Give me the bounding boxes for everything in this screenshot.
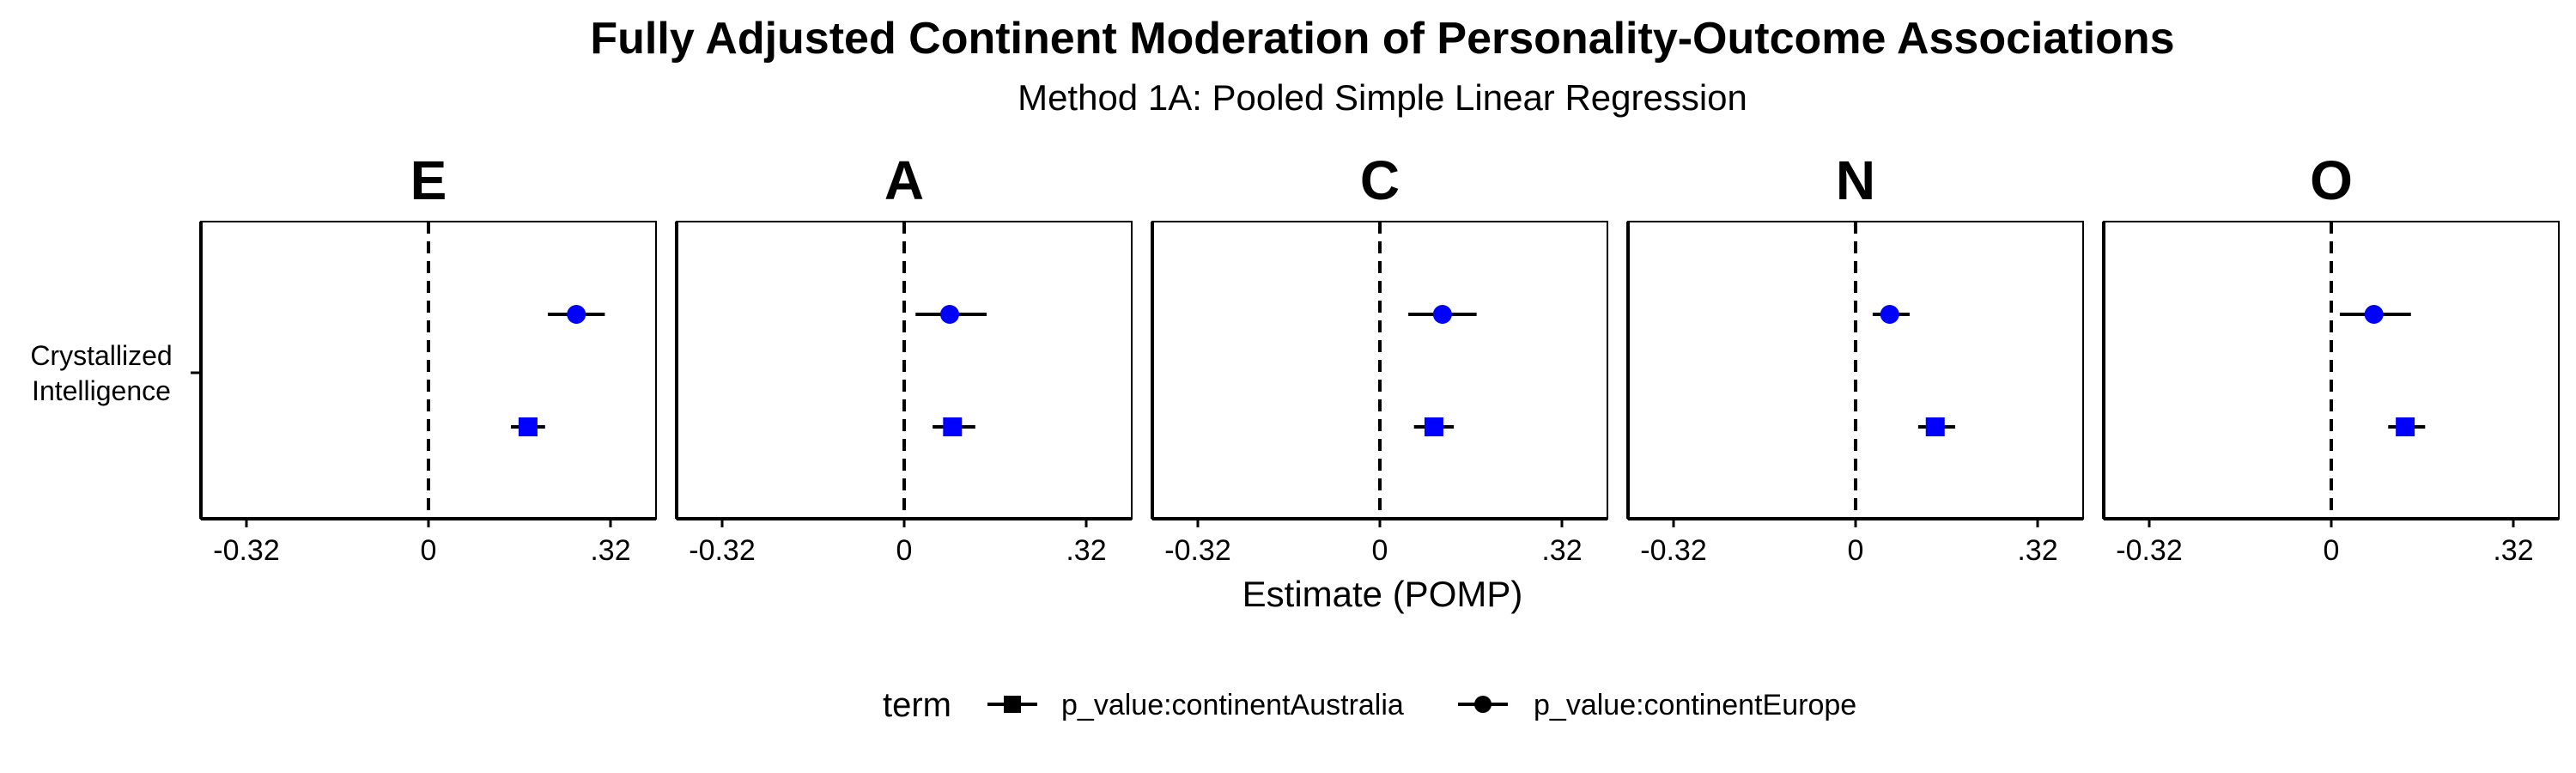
legend-key-square-icon [1004,696,1021,713]
point-australia-e [518,417,538,436]
point-australia-a [943,417,963,436]
y-category-label-line2: Intelligence [32,375,171,406]
x-tick-label-n-0: -0.32 [1640,534,1707,567]
point-europe-a [940,305,959,324]
x-tick-label-e-0: -0.32 [213,534,280,567]
x-tick-label-c-0: -0.32 [1164,534,1231,567]
x-tick-label-c-2: .32 [1541,534,1582,567]
point-europe-c [1432,305,1452,324]
facet-label-e: E [410,149,447,211]
x-tick-label-o-2: .32 [2493,534,2533,567]
point-australia-c [1424,417,1443,436]
facet-panels: E -0.32 0 .32 A -0.32 0 .32 C -0.32 0 .32 N -0.32 0 .32… [199,149,2560,567]
x-tick-label-a-1: 0 [896,534,913,567]
facet-label-c: C [1360,149,1400,211]
facet-label-o: O [2310,149,2353,211]
point-australia-o [2396,417,2415,436]
x-tick-label-o-0: -0.32 [2116,534,2183,567]
x-tick-label-a-0: -0.32 [689,534,756,567]
legend-title: term [883,686,951,724]
point-australia-n [1925,417,1945,436]
point-europe-e [567,305,586,324]
x-tick-label-c-1: 0 [1372,534,1388,567]
y-category-label-line1: Crystallized [30,340,172,371]
legend-key-circle-icon [1474,696,1492,713]
point-europe-n [1880,305,1899,324]
legend-label-australia: p_value:continentAustralia [1061,689,1404,721]
legend-label-europe: p_value:continentEurope [1534,689,1856,721]
facet-label-n: N [1836,149,1875,211]
x-tick-label-n-1: 0 [1848,534,1864,567]
x-tick-label-o-1: 0 [2324,534,2340,567]
chart-subtitle: Method 1A: Pooled Simple Linear Regressi… [1018,77,1747,118]
chart-title: Fully Adjusted Continent Moderation of P… [590,14,2174,64]
x-axis-title: Estimate (POMP) [1242,574,1523,614]
facet-label-a: A [884,149,924,211]
legend: term p_value:continentAustralia p_value:… [883,686,1856,724]
x-tick-label-e-2: .32 [590,534,630,567]
x-tick-label-a-2: .32 [1066,534,1106,567]
x-tick-label-n-2: .32 [2017,534,2057,567]
x-tick-label-e-1: 0 [421,534,437,567]
point-europe-o [2364,305,2384,324]
